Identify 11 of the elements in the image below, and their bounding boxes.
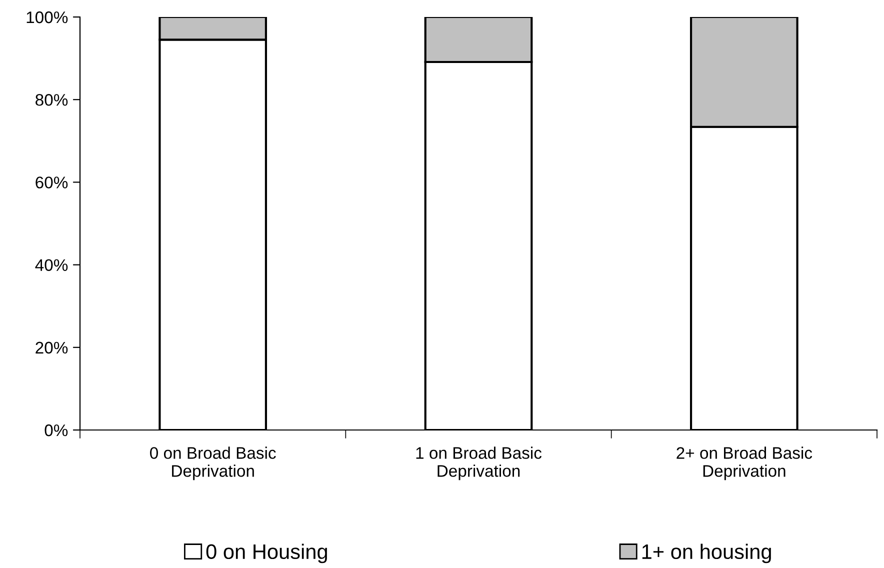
legend-label: 0 on Housing xyxy=(206,544,327,564)
y-tick-label: 20% xyxy=(36,342,68,354)
y-tick-label: 0% xyxy=(44,424,68,436)
x-tick-label: 0 on Broad Basic Deprivation xyxy=(150,446,276,480)
y-tick-label: 80% xyxy=(36,94,68,106)
y-tick-label: 60% xyxy=(36,176,68,188)
legend-label: 1+ on housing xyxy=(642,544,771,564)
y-tick-label: 100% xyxy=(26,11,68,24)
y-tick-label: 40% xyxy=(35,259,68,272)
x-tick-label: 2+ on Broad Basic Deprivation xyxy=(676,446,812,480)
x-tick-label: 1 on Broad Basic Deprivation xyxy=(416,446,542,480)
